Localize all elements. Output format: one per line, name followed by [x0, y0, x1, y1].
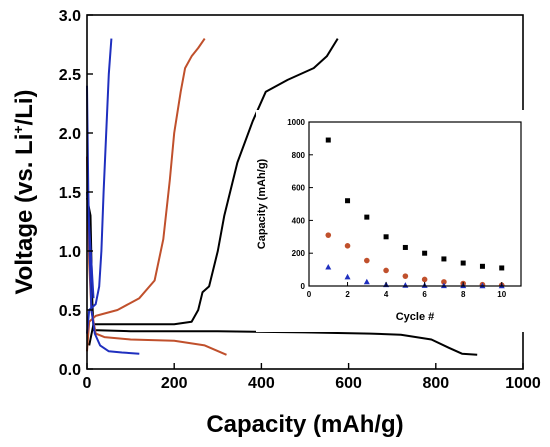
main-y-axis-title-part-1: Voltage (vs. Li: [11, 134, 38, 295]
inset-y-tick-label: 1000: [287, 118, 305, 127]
inset-x-tick-label: 8: [461, 290, 466, 299]
main-y-tick-label: 0.0: [59, 362, 81, 379]
inset-point-series-1: [402, 244, 408, 250]
inset-point-series-1: [479, 263, 485, 269]
curve-series-3-2: [86, 38, 113, 334]
inset-y-axis-title: Capacity (mAh/g): [256, 158, 268, 249]
inset-point-series-3: [325, 263, 332, 270]
curve-series-1-2: [88, 38, 339, 346]
curve-series-3-3: [86, 191, 95, 299]
main-y-axis-title-superscript: +: [10, 125, 26, 133]
inset-point-series-2: [325, 232, 332, 238]
inset-point-series-1: [345, 198, 351, 204]
inset-point-series-2: [383, 267, 389, 274]
inset-background: [256, 110, 540, 332]
curve-series-1-1: [86, 197, 478, 356]
inset-point-series-2: [364, 257, 370, 264]
inset-y-tick-label: 0: [301, 282, 306, 291]
inset-x-tick-label: 6: [422, 290, 427, 299]
main-y-tick-label: 2.0: [59, 126, 81, 143]
inset-y-tick-label: 400: [292, 216, 306, 225]
inset-point-series-2: [402, 273, 409, 279]
inset-plot-frame: [308, 121, 522, 287]
inset-x-tick-label: 0: [307, 290, 312, 299]
inset-x-axis-title: Cycle #: [396, 311, 435, 323]
inset-point-series-2: [421, 276, 428, 283]
inset-point-series-1: [364, 214, 370, 220]
inset-point-series-2: [344, 243, 351, 249]
inset-y-tick-label: 800: [292, 151, 306, 160]
inset-axis-ticks: 0 2 4 6 8 10 0 200 400 600 800 1000: [287, 118, 507, 299]
inset-point-series-1: [422, 250, 428, 256]
inset-point-series-1: [325, 137, 331, 143]
main-x-tick-label: 400: [248, 375, 275, 392]
main-x-tick-label: 200: [161, 375, 188, 392]
main-x-tick-label: 600: [335, 375, 362, 392]
main-y-tick-label: 2.5: [59, 67, 81, 84]
main-y-tick-label: 1.0: [59, 244, 81, 261]
inset-point-series-3: [440, 282, 447, 289]
inset-point-series-1: [383, 234, 389, 240]
inset-point-series-1: [499, 265, 505, 271]
inset-x-tick-label: 2: [345, 290, 350, 299]
inset-y-tick-label: 200: [292, 249, 306, 258]
main-y-tick-label: 0.5: [59, 303, 81, 320]
inset-y-tick-label: 600: [292, 184, 306, 193]
main-x-tick-label: 0: [83, 375, 92, 392]
inset-chart: 0 2 4 6 8 10 0 200 400 600 800 1000 Cycle # Capacit…: [256, 110, 540, 332]
main-curves-layer: [86, 38, 478, 356]
inset-point-series-3: [344, 273, 351, 280]
inset-point-series-2: [441, 279, 447, 285]
main-y-axis-title-part-2: /Li): [11, 89, 38, 125]
main-y-axis-title: Voltage (vs. Li+/Li): [10, 89, 38, 294]
curve-series-3-1: [86, 85, 140, 355]
inset-point-series-3: [363, 278, 370, 285]
inset-point-series-1: [441, 256, 447, 262]
main-y-tick-label: 1.5: [59, 185, 81, 202]
inset-point-series-1: [460, 260, 466, 266]
inset-x-tick-label: 10: [497, 290, 506, 299]
main-y-tick-label: 3.0: [59, 8, 81, 25]
main-x-tick-label: 1000: [505, 375, 541, 392]
main-x-tick-label: 800: [422, 375, 449, 392]
curve-series-2-2: [86, 38, 206, 352]
main-x-axis-title: Capacity (mAh/g): [206, 411, 403, 438]
inset-x-tick-label: 4: [384, 290, 389, 299]
